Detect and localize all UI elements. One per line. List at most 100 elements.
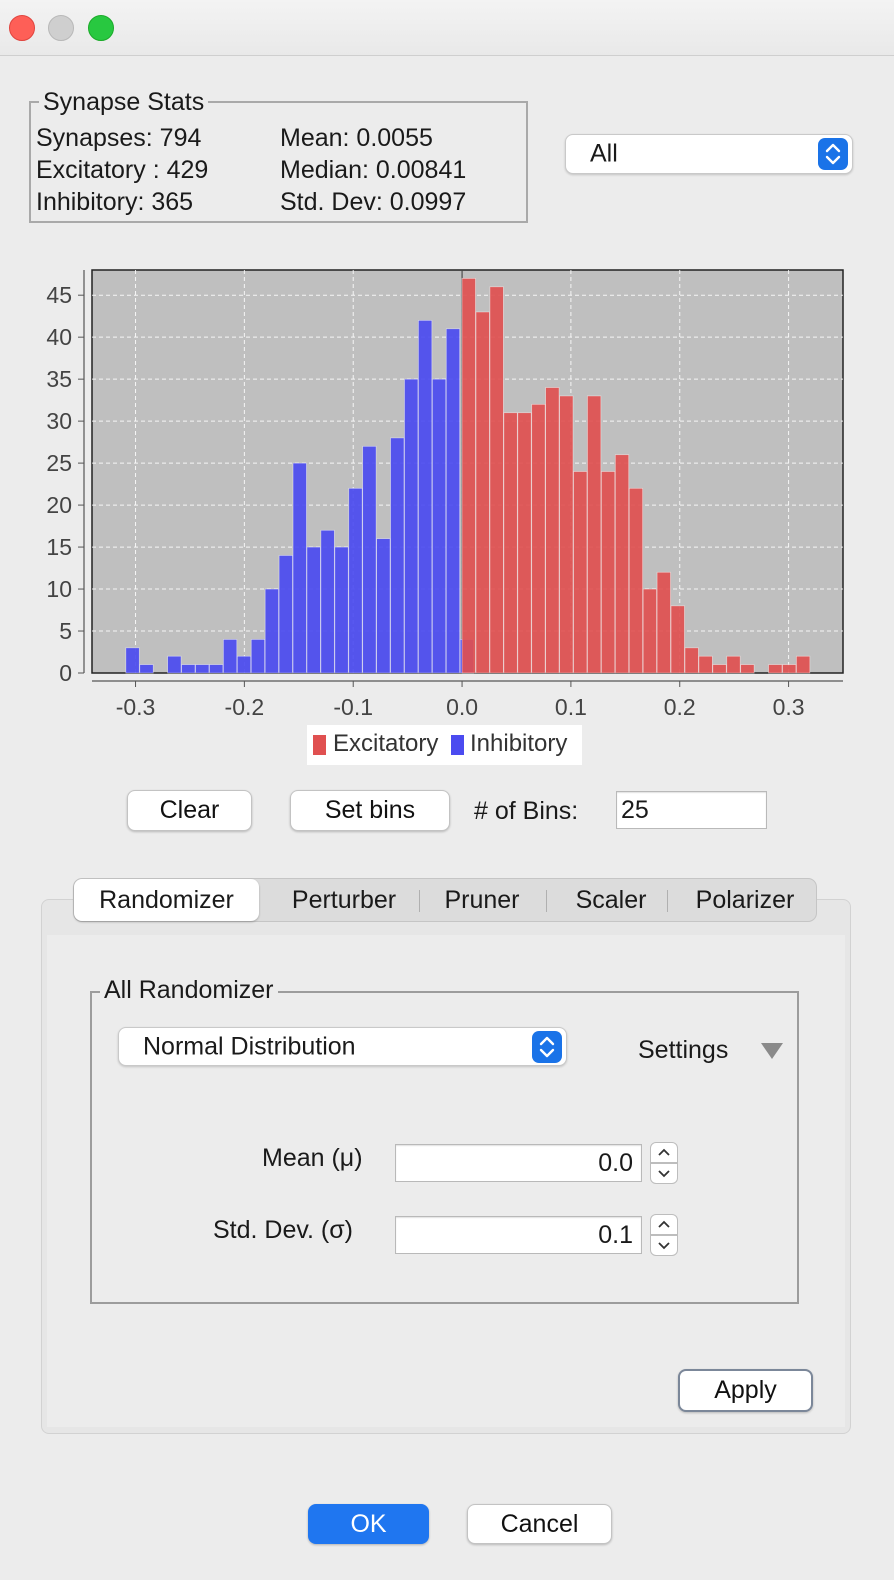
apply-button[interactable]: Apply [678, 1369, 813, 1412]
decrement-button[interactable] [650, 1235, 678, 1256]
chevron-down-icon [658, 1242, 670, 1250]
settings-toggle-label[interactable]: Settings [638, 1036, 729, 1064]
y-tick-label: 25 [46, 450, 72, 476]
legend-label-excitatory: Excitatory [333, 730, 439, 757]
histogram-bar-inhibitory [418, 320, 433, 674]
x-tick-label: -0.3 [116, 694, 156, 720]
tab-polarizer[interactable]: Polarizer [695, 886, 795, 914]
y-tick-label: 0 [59, 660, 72, 686]
histogram-bar-inhibitory [292, 462, 307, 674]
bin-count-input[interactable]: 25 [616, 791, 767, 829]
increment-button[interactable] [650, 1142, 678, 1163]
histogram-bar-inhibitory [264, 588, 279, 674]
histogram-bar-inhibitory [223, 639, 238, 674]
histogram-bar-excitatory [712, 664, 727, 674]
y-tick-label: 10 [46, 576, 72, 602]
y-tick-label: 30 [46, 408, 72, 434]
histogram-bar-inhibitory [431, 378, 447, 674]
histogram-bar-inhibitory [362, 445, 377, 674]
close-window-button[interactable] [9, 15, 35, 41]
clear-button[interactable]: Clear [127, 790, 252, 831]
increment-button[interactable] [650, 1214, 678, 1235]
legend-label-inhibitory: Inhibitory [470, 730, 568, 757]
std-dev-input[interactable]: 0.1 [395, 1216, 642, 1254]
decrement-button[interactable] [650, 1163, 678, 1184]
mean-input[interactable]: 0.0 [395, 1144, 642, 1182]
tab-perturber[interactable]: Perturber [291, 886, 397, 914]
tab-scaler[interactable]: Scaler [575, 886, 647, 914]
stat-mean: Mean: 0.0055 [280, 124, 433, 152]
histogram-bar-inhibitory [404, 378, 419, 674]
chart-legend: Excitatory Inhibitory [307, 725, 582, 765]
cancel-button[interactable]: Cancel [467, 1504, 612, 1544]
histogram-bar-excitatory [628, 487, 644, 674]
stat-stddev: Std. Dev: 0.0997 [280, 188, 467, 216]
std-dev-spinner[interactable] [650, 1214, 678, 1256]
histogram-bar-inhibitory [445, 328, 461, 674]
histogram-bar-excitatory [531, 403, 546, 674]
legend-swatch-excitatory [313, 735, 326, 755]
x-tick-label: 0.3 [773, 694, 805, 720]
mean-label: Mean (μ) [262, 1144, 363, 1172]
histogram-bar-excitatory [461, 278, 476, 674]
y-tick-label: 15 [46, 534, 72, 560]
synapse-stats-title: Synapse Stats [39, 88, 209, 116]
histogram-bar-excitatory [768, 664, 783, 674]
histogram-bar-excitatory [475, 311, 490, 674]
histogram-bar-inhibitory [195, 664, 210, 674]
synapse-stats-panel: Synapse Stats [29, 88, 528, 223]
tab-randomizer[interactable]: Randomizer [74, 879, 259, 921]
chevron-up-icon [658, 1148, 670, 1156]
distribution-value: Normal Distribution [143, 1032, 356, 1060]
minimize-window-button[interactable] [48, 15, 74, 41]
x-tick-label: -0.2 [225, 694, 265, 720]
stat-inhibitory: Inhibitory: 365 [36, 188, 194, 216]
legend-swatch-inhibitory [451, 735, 464, 755]
histogram-bar-excitatory [740, 664, 755, 674]
chevron-up-icon [658, 1220, 670, 1228]
y-tick-label: 5 [59, 618, 72, 644]
zoom-window-button[interactable] [88, 15, 114, 41]
histogram-bar-inhibitory [334, 546, 349, 674]
histogram-bar-inhibitory [139, 664, 154, 674]
histogram-bar-excitatory [517, 412, 532, 674]
all-randomizer-title: All Randomizer [100, 976, 278, 1005]
histogram-bar-inhibitory [181, 664, 196, 674]
distribution-select[interactable]: Normal Distribution [118, 1027, 567, 1066]
histogram-bar-excitatory [670, 605, 685, 674]
synapse-filter-select[interactable]: All [565, 134, 853, 174]
tab-separator [419, 890, 420, 912]
histogram-bar-excitatory [503, 412, 518, 674]
disclosure-triangle-icon[interactable] [760, 1042, 784, 1060]
select-arrows-icon [818, 138, 848, 170]
ok-button[interactable]: OK [308, 1504, 429, 1544]
tab-strip: Randomizer Perturber Pruner Scaler Polar… [73, 878, 817, 922]
y-tick-label: 40 [46, 324, 72, 350]
x-tick-label: 0.0 [446, 694, 478, 720]
histogram-bar-excitatory [587, 395, 602, 674]
select-arrows-icon [532, 1030, 562, 1063]
histogram-bar-excitatory [796, 655, 811, 674]
std-dev-label: Std. Dev. (σ) [213, 1216, 353, 1244]
title-bar [0, 0, 894, 56]
histogram-bar-excitatory [489, 286, 504, 674]
x-tick-label: -0.1 [333, 694, 373, 720]
histogram-bar-excitatory [573, 471, 588, 674]
histogram-bar-excitatory [726, 655, 741, 674]
histogram-bar-inhibitory [125, 647, 140, 674]
histogram-bar-excitatory [614, 454, 630, 674]
stat-synapses: Synapses: 794 [36, 124, 202, 152]
histogram-bar-excitatory [545, 387, 560, 674]
histogram-bar-inhibitory [320, 529, 335, 674]
stat-excitatory: Excitatory : 429 [36, 156, 209, 184]
tab-separator [546, 890, 547, 912]
histogram-bar-excitatory [601, 471, 616, 674]
histogram-bar-inhibitory [306, 546, 321, 674]
mean-spinner[interactable] [650, 1142, 678, 1184]
all-randomizer-panel: All Randomizer [90, 976, 799, 1304]
histogram-bar-inhibitory [348, 487, 363, 674]
y-tick-label: 35 [46, 366, 72, 392]
set-bins-button[interactable]: Set bins [290, 790, 450, 831]
x-tick-label: 0.1 [555, 694, 587, 720]
tab-pruner[interactable]: Pruner [444, 886, 520, 914]
